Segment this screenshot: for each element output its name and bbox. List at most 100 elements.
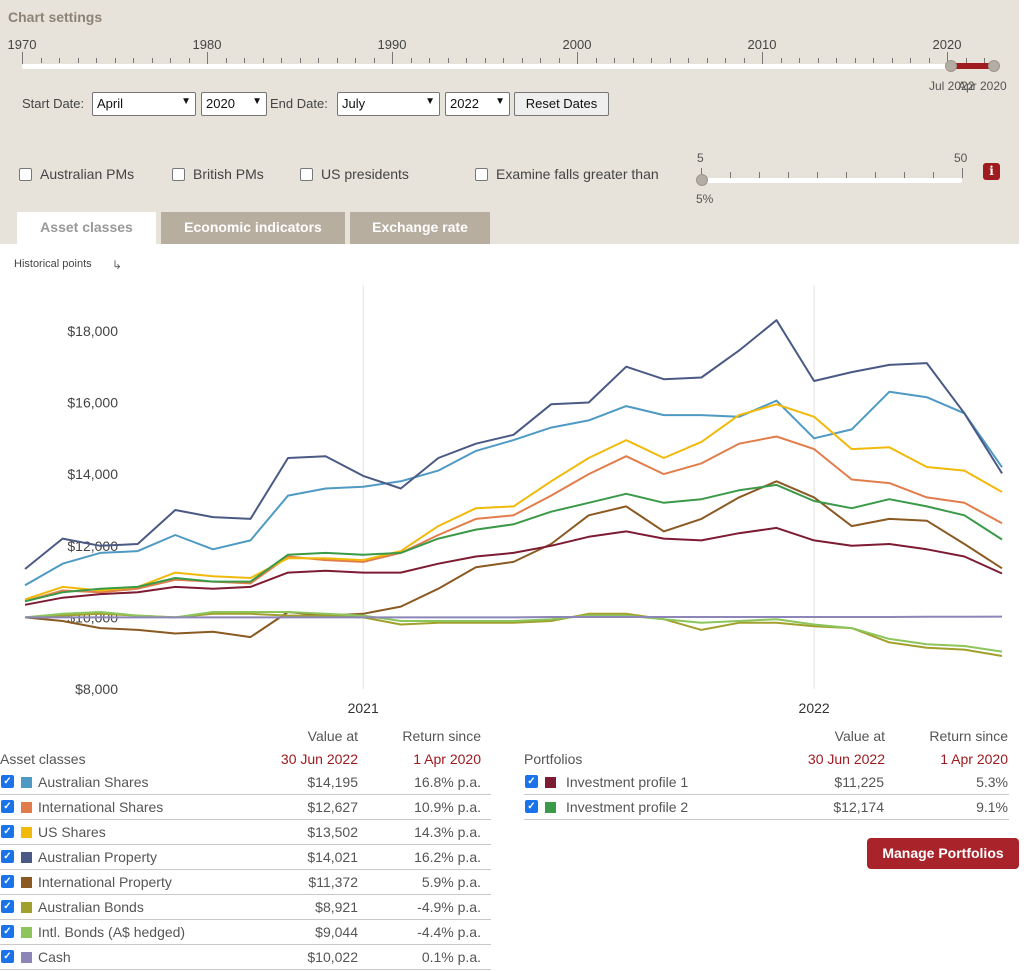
y-tick-label: $18,000 xyxy=(67,323,118,339)
end-date-label: End Date: xyxy=(270,96,328,111)
timeline-tick xyxy=(836,58,837,63)
falls-min-label: 5 xyxy=(697,151,704,165)
series-line-intl-bonds-a-hedged- xyxy=(24,611,1003,653)
timeline-tick xyxy=(632,58,634,63)
timeline-tick xyxy=(928,58,930,63)
start-year-value: 2020 xyxy=(206,96,235,111)
timeline-tick xyxy=(466,58,467,63)
series-line-cash xyxy=(25,615,1003,619)
falls-tick xyxy=(788,172,789,178)
manage-portfolios-button[interactable]: Manage Portfolios xyxy=(867,838,1019,869)
falls-tick xyxy=(933,172,934,178)
timeline-tick xyxy=(59,58,60,63)
british-pms-checkbox[interactable] xyxy=(172,168,185,181)
asset-name: Australian Bonds xyxy=(38,899,144,915)
end-year-select[interactable]: 2022 ▼ xyxy=(445,92,510,116)
legend-swatch xyxy=(21,952,32,963)
x-tick-label: 2021 xyxy=(348,700,379,716)
british-pms-label: British PMs xyxy=(193,166,264,182)
series-checkbox[interactable]: ✓ xyxy=(1,925,14,938)
asset-value: $12,627 xyxy=(307,799,358,815)
start-year-select[interactable]: 2020 ▼ xyxy=(201,92,267,116)
y-tick-label: $14,000 xyxy=(67,466,118,482)
legend-swatch xyxy=(21,927,32,938)
portfolio-name: Investment profile 1 xyxy=(566,774,689,790)
australian-pms-checkbox[interactable] xyxy=(19,168,32,181)
timeline-year-label: 2020 xyxy=(932,37,962,52)
asset-return: -4.4% p.a. xyxy=(417,924,481,940)
series-checkbox[interactable]: ✓ xyxy=(1,800,14,813)
asset-name: US Shares xyxy=(38,824,106,840)
timeline-year-label: 2000 xyxy=(562,37,592,52)
series-checkbox[interactable]: ✓ xyxy=(1,900,14,913)
series-checkbox[interactable]: ✓ xyxy=(525,775,538,788)
series-checkbox[interactable]: ✓ xyxy=(1,850,14,863)
reset-dates-button[interactable]: Reset Dates xyxy=(514,92,609,116)
portfolio-row: ✓ Investment profile 1 $11,225 5.3% xyxy=(524,770,1009,795)
portfolio-return-header: Return since xyxy=(929,728,1008,744)
series-line-australian-shares xyxy=(24,390,1003,587)
series-line-investment-profile-2 xyxy=(24,483,1003,603)
asset-return: -4.9% p.a. xyxy=(417,899,481,915)
series-checkbox[interactable]: ✓ xyxy=(525,800,538,813)
portfolio-return-date: 1 Apr 2020 xyxy=(940,751,1008,767)
timeline-year-label: 1970 xyxy=(7,37,37,52)
y-tick-label: $8,000 xyxy=(75,681,118,697)
timeline-tick xyxy=(299,58,301,63)
asset-row: ✓ Cash $10,022 0.1% p.a. xyxy=(0,945,491,970)
asset-row: ✓ Intl. Bonds (A$ hedged) $9,044 -4.4% p.a. xyxy=(0,920,491,945)
start-month-select[interactable]: April ▼ xyxy=(92,92,196,116)
timeline-tick xyxy=(262,58,264,63)
timeline-tick xyxy=(854,58,856,63)
timeline-slider-track[interactable] xyxy=(22,64,994,69)
timeline-tick xyxy=(410,58,412,63)
portfolio-name: Investment profile 2 xyxy=(566,799,689,815)
series-checkbox[interactable]: ✓ xyxy=(1,825,14,838)
asset-return: 5.9% p.a. xyxy=(421,874,481,890)
asset-row: ✓ US Shares $13,502 14.3% p.a. xyxy=(0,820,491,845)
asset-name: International Shares xyxy=(38,799,164,815)
timeline-tick xyxy=(984,58,985,63)
timeline-end-handle[interactable] xyxy=(988,60,1000,72)
asset-name: International Property xyxy=(38,874,172,890)
asset-row: ✓ International Shares $12,627 10.9% p.a. xyxy=(0,795,491,820)
falls-slider-track[interactable] xyxy=(701,178,962,183)
timeline-year-label: 2010 xyxy=(747,37,777,52)
timeline-year-label: 1980 xyxy=(192,37,222,52)
asset-row: ✓ Australian Shares $14,195 16.8% p.a. xyxy=(0,770,491,795)
series-checkbox[interactable]: ✓ xyxy=(1,950,14,963)
range-start-label: Apr 2020 xyxy=(958,79,1007,93)
timeline-tick xyxy=(355,58,356,63)
line-chart: $8,000$10,000$12,000$14,000$16,000$18,00… xyxy=(24,285,1003,716)
tab-exchange-rate[interactable]: Exchange rate xyxy=(350,212,490,244)
tab-asset-classes[interactable]: Asset classes xyxy=(17,212,156,244)
timeline-tick xyxy=(595,58,597,63)
timeline-tick xyxy=(96,58,97,63)
falls-tick xyxy=(846,172,847,178)
us-presidents-checkbox[interactable] xyxy=(300,168,313,181)
tab-economic-indicators[interactable]: Economic indicators xyxy=(161,212,345,244)
falls-slider-handle[interactable] xyxy=(696,174,708,186)
asset-return: 10.9% p.a. xyxy=(414,799,481,815)
chevron-down-icon: ▼ xyxy=(181,96,191,107)
historical-points-toggle[interactable]: Historical points xyxy=(14,258,92,270)
timeline-tick xyxy=(503,58,504,63)
falls-tick xyxy=(730,172,731,178)
timeline-tick xyxy=(762,52,763,64)
series-checkbox[interactable]: ✓ xyxy=(1,875,14,888)
timeline-tick xyxy=(669,58,671,63)
asset-return: 0.1% p.a. xyxy=(421,949,481,965)
info-icon[interactable]: i xyxy=(983,163,1000,180)
timeline-tick xyxy=(651,58,652,63)
timeline-tick xyxy=(244,58,245,63)
examine-falls-checkbox[interactable] xyxy=(475,168,488,181)
timeline-start-handle[interactable] xyxy=(945,60,957,72)
end-month-select[interactable]: July ▼ xyxy=(337,92,440,116)
portfolio-value: $12,174 xyxy=(833,799,884,815)
series-checkbox[interactable]: ✓ xyxy=(1,775,14,788)
examine-falls-label: Examine falls greater than xyxy=(496,166,659,182)
timeline-tick xyxy=(281,58,282,63)
chevron-down-icon: ▼ xyxy=(425,96,435,107)
portfolio-value-header: Value at xyxy=(834,728,885,744)
timeline-tick xyxy=(817,58,819,63)
